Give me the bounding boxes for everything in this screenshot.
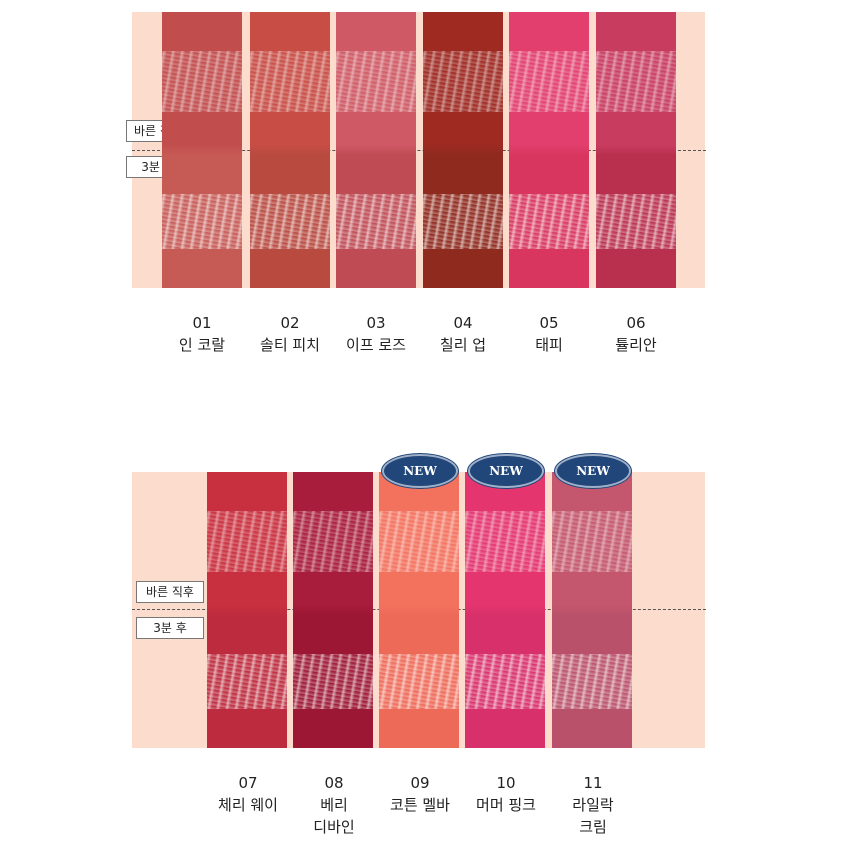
new-badge: NEW [555,454,631,488]
shade-name-02: 솔티 피치 [260,336,320,354]
divider-top [132,150,706,151]
shade-name-04: 칠리 업 [439,336,487,354]
bottom-swatch-10 [465,472,545,748]
gloss-highlight [509,194,589,249]
shade-number-07: 07 [238,774,258,792]
shade-name-11: 라일락 [572,796,614,814]
gloss-highlight [293,511,373,572]
gloss-highlight [207,511,287,572]
shade-name-01: 인 코랄 [178,336,226,354]
top-swatch-1 [162,12,242,288]
top-swatch-3 [336,12,416,288]
shade-number-11: 11 [583,774,603,792]
top-swatch-6 [596,12,676,288]
shade-name-08: 베리 [320,796,348,814]
gloss-highlight [465,654,545,709]
gloss-highlight [596,51,676,112]
gloss-highlight [250,194,330,249]
shade-name-07: 체리 웨이 [218,796,278,814]
shade-number-02: 02 [280,314,300,332]
bottom-swatch-8 [293,472,373,748]
shade-number-03: 03 [366,314,386,332]
gloss-highlight [336,194,416,249]
top-swatch-5 [509,12,589,288]
shade-name-10: 머머 핑크 [476,796,536,814]
top-swatch-4 [423,12,503,288]
bottom-swatch-7 [207,472,287,748]
bottom-swatch-9 [379,472,459,748]
shade-name-03: 이프 로즈 [346,336,406,354]
gloss-highlight [162,51,242,112]
shade-name2-11: 크림 [579,818,607,836]
shade-number-01: 01 [192,314,212,332]
gloss-highlight [465,511,545,572]
tag-3min-bottom: 3분 후 [136,617,204,639]
shade-number-10: 10 [496,774,516,792]
shade-number-04: 04 [453,314,473,332]
shade-name-05: 태피 [535,336,563,354]
gloss-highlight [336,51,416,112]
gloss-highlight [596,194,676,249]
shade-name2-08: 디바인 [313,818,355,836]
tag-right-after-bottom: 바른 직후 [136,581,204,603]
bottom-swatch-11 [552,472,632,748]
top-swatch-2 [250,12,330,288]
shade-name-09: 코튼 멜바 [390,796,450,814]
gloss-highlight [162,194,242,249]
gloss-highlight [423,51,503,112]
gloss-highlight [250,51,330,112]
gloss-highlight [423,194,503,249]
shade-number-08: 08 [324,774,344,792]
gloss-highlight [293,654,373,709]
new-badge: NEW [382,454,458,488]
shade-number-06: 06 [626,314,646,332]
shade-number-09: 09 [410,774,430,792]
shade-number-05: 05 [539,314,559,332]
gloss-highlight [207,654,287,709]
gloss-highlight [552,511,632,572]
gloss-highlight [379,511,459,572]
gloss-highlight [509,51,589,112]
gloss-highlight [379,654,459,709]
new-badge: NEW [468,454,544,488]
shade-name-06: 튤리안 [615,336,657,354]
gloss-highlight [552,654,632,709]
